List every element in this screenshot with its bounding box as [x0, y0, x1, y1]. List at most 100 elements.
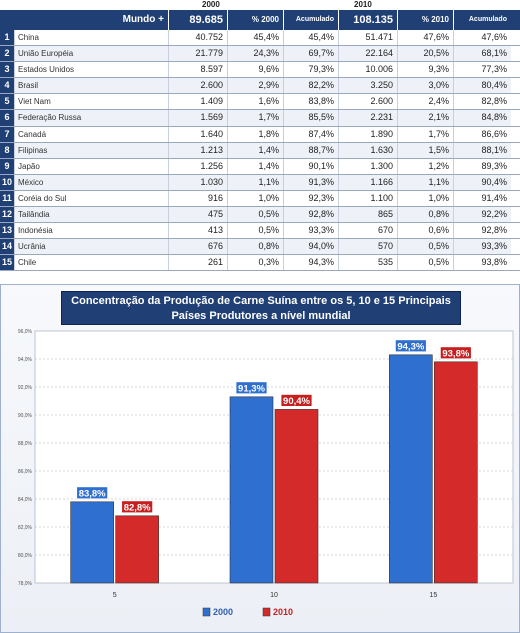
acc-2000: 93,3% [283, 223, 338, 239]
x-tick-label: 5 [113, 592, 117, 599]
value-2000: 413 [168, 223, 227, 239]
acc-2000: 91,3% [283, 174, 338, 190]
row-index: 3 [0, 62, 14, 78]
world-label: Mundo + [122, 14, 164, 25]
acc-2010: 90,4% [453, 174, 511, 190]
y-tick-label: 88,0% [18, 441, 33, 447]
pct-2010: 20,5% [397, 46, 453, 62]
acc-2000: 69,7% [283, 46, 338, 62]
year-2000-label: 2000 [202, 0, 220, 9]
acc-2010: 91,4% [453, 190, 511, 207]
data-label: 91,3% [238, 383, 265, 394]
value-2010: 2.600 [338, 94, 397, 110]
bar-2010-5 [115, 515, 159, 584]
table-row: 2 União Européia 21.779 24,3% 69,7% 22.164 20,… [0, 46, 520, 63]
country-name: Canadá [14, 126, 168, 142]
production-table: 2000 2010 Mundo + 89.685 % 2000 Acumulad… [0, 0, 520, 272]
value-2010: 1.100 [338, 190, 397, 207]
country-name: Estados Unidos [14, 62, 168, 78]
y-tick-label: 90,0% [18, 413, 33, 419]
table-row: 10 México 1.030 1,1% 91,3% 1.166 1,1% 90,4% [0, 174, 520, 191]
y-tick-label: 86,0% [18, 469, 33, 475]
bar-2000-15 [389, 354, 433, 584]
data-label: 94,3% [397, 341, 424, 352]
pct-2010: 47,6% [397, 30, 453, 46]
year-header-row: 2000 2010 [0, 0, 520, 10]
value-2000: 1.030 [168, 174, 227, 190]
acc-2000-header: Acumulado [283, 10, 338, 30]
value-2000: 1.640 [168, 126, 227, 142]
table-row: 3 Estados Unidos 8.597 9,6% 79,3% 10.006 9,3% 7… [0, 62, 520, 79]
row-index: 5 [0, 94, 14, 110]
table-row: 13 Indonésia 413 0,5% 93,3% 670 0,6% 92,8% [0, 223, 520, 240]
country-name: Japão [14, 158, 168, 174]
row-index: 11 [0, 190, 14, 207]
row-index: 13 [0, 223, 14, 239]
pct-2010: 1,2% [397, 158, 453, 174]
country-name: Brasil [14, 78, 168, 94]
legend-label: 2000 [213, 607, 233, 617]
pct-2000: 0,5% [227, 207, 283, 223]
world-total-2010: 108.135 [338, 10, 397, 30]
value-2000: 676 [168, 239, 227, 255]
value-2000: 1.409 [168, 94, 227, 110]
table-row: 8 Filipinas 1.213 1,4% 88,7% 1.630 1,5% 88,1% [0, 142, 520, 159]
data-label-box [235, 381, 268, 395]
acc-2010: 88,1% [453, 142, 511, 158]
pct-2000: 0,5% [227, 223, 283, 239]
acc-2010: 80,4% [453, 78, 511, 94]
world-total-2000: 89.685 [168, 10, 227, 30]
table-header-row: Mundo + 89.685 % 2000 Acumulado 108.135 … [0, 10, 520, 30]
plot-area [34, 330, 514, 584]
data-label: 83,8% [79, 488, 106, 499]
acc-2000: 87,4% [283, 126, 338, 142]
acc-2010: 82,8% [453, 94, 511, 110]
value-2010: 865 [338, 207, 397, 223]
acc-2010: 77,3% [453, 62, 511, 78]
value-2010: 1.166 [338, 174, 397, 190]
row-index: 7 [0, 126, 14, 142]
acc-2010: 93,8% [453, 255, 511, 271]
y-tick-label: 78,0% [18, 581, 33, 587]
value-2000: 1.213 [168, 142, 227, 158]
table-row: 7 Canadá 1.640 1,8% 87,4% 1.890 1,7% 86,6% [0, 126, 520, 143]
pct-2010-header: % 2010 [397, 10, 453, 30]
value-2000: 475 [168, 207, 227, 223]
country-name: China [14, 30, 168, 46]
table-row: 12 Tailândia 475 0,5% 92,8% 865 0,8% 92,2% [0, 207, 520, 224]
legend-swatch-2010 [262, 607, 271, 617]
pct-2000: 45,4% [227, 30, 283, 46]
pct-2010: 9,3% [397, 62, 453, 78]
bar-2010-10 [274, 409, 319, 584]
value-2010: 2.231 [338, 110, 397, 126]
row-index: 6 [0, 110, 14, 126]
acc-2010: 89,3% [453, 158, 511, 174]
pct-2010: 1,5% [397, 142, 453, 158]
table-row: 6 Federação Russa 1.569 1,7% 85,5% 2.231 2,1% 8… [0, 110, 520, 127]
value-2000: 1.569 [168, 110, 227, 126]
country-name: Chile [14, 255, 168, 271]
row-index: 10 [0, 174, 14, 190]
chart-title: Concentração da Produção de Carne Suína … [61, 291, 461, 325]
table-row: 5 Viet Nam 1.409 1,6% 83,8% 2.600 2,4% 82,8% [0, 94, 520, 111]
pct-2000: 1,0% [227, 190, 283, 207]
pct-2000: 1,6% [227, 94, 283, 110]
data-label: 90,4% [283, 396, 310, 407]
legend-swatch-2000 [202, 607, 211, 617]
country-name: Ucrânia [14, 239, 168, 255]
value-2000: 1.256 [168, 158, 227, 174]
acc-2000: 83,8% [283, 94, 338, 110]
data-label-box [280, 394, 313, 407]
y-tick-label: 82,0% [18, 525, 33, 531]
country-name: União Européia [14, 46, 168, 62]
pct-2010: 0,6% [397, 223, 453, 239]
value-2010: 51.471 [338, 30, 397, 46]
country-name: Federação Russa [14, 110, 168, 126]
acc-2010: 84,8% [453, 110, 511, 126]
bar-chart: Concentração da Produção de Carne Suína … [0, 284, 520, 633]
acc-2010: 93,3% [453, 239, 511, 255]
acc-2010: 86,6% [453, 126, 511, 142]
value-2010: 1.890 [338, 126, 397, 142]
acc-2000: 94,0% [283, 239, 338, 255]
acc-2000: 88,7% [283, 142, 338, 158]
